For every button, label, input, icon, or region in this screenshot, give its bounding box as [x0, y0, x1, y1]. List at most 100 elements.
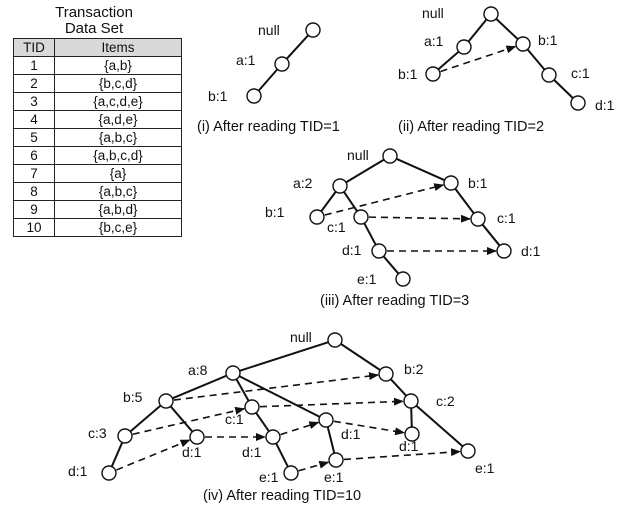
- tree-edge: [110, 442, 124, 467]
- tree-edge: [235, 378, 250, 402]
- tree-edge: [340, 343, 381, 371]
- tree-edge: [454, 188, 475, 214]
- tree-edge: [345, 158, 385, 184]
- node-label: a:1: [424, 33, 444, 49]
- diagram-caption: (iv) After reading TID=10: [203, 488, 361, 504]
- table-row: 8 {a,b,c}: [13, 182, 182, 201]
- node-link-arrow: [173, 372, 380, 401]
- tree-node: [541, 67, 557, 83]
- tree-node: [327, 332, 343, 348]
- node-label: e:1: [259, 469, 279, 485]
- node-label: c:1: [225, 411, 244, 427]
- tree-node: [353, 209, 369, 225]
- tree-edge: [526, 48, 546, 71]
- transaction-table: TID Items 1 {a,b} 2 {b,c,d} 3 {a,c,d,e} 4 {a…: [13, 38, 182, 237]
- items-cell: {a,b,c}: [54, 182, 182, 201]
- tree-edge: [257, 68, 279, 92]
- node-label: e:1: [357, 271, 377, 287]
- table-row: 3 {a,c,d,e}: [13, 92, 182, 111]
- node-label: b:1: [265, 204, 285, 220]
- tid-cell: 10: [13, 218, 55, 237]
- tree-node: [117, 428, 133, 444]
- tree-node: [309, 209, 325, 225]
- tree-edge: [326, 426, 336, 454]
- node-label: c:1: [327, 219, 346, 235]
- diagram-caption: (iii) After reading TID=3: [320, 293, 469, 309]
- node-label: d:1: [399, 438, 419, 454]
- node-label: d:1: [595, 97, 615, 113]
- tree-edge: [410, 407, 413, 428]
- tree-edge: [363, 222, 377, 246]
- node-link-arrow: [440, 45, 517, 73]
- node-label: d:1: [242, 444, 262, 460]
- node-label: c:1: [571, 65, 590, 81]
- node-label: null: [290, 329, 312, 345]
- tree-node: [158, 393, 174, 409]
- items-cell: {a,d,e}: [54, 110, 182, 129]
- tree-edge: [553, 79, 574, 99]
- tree-node: [483, 6, 499, 22]
- node-link-arrow: [116, 439, 191, 471]
- tree-edge: [239, 341, 329, 372]
- node-link-arrow: [259, 397, 405, 408]
- tree-node: [246, 88, 262, 104]
- tree-edge: [481, 223, 501, 247]
- node-label: e:1: [324, 469, 344, 485]
- tree-edge: [495, 18, 519, 40]
- tree-node: [189, 429, 205, 445]
- tree-edge: [169, 405, 194, 433]
- header-items: Items: [54, 38, 182, 57]
- tree-node: [283, 465, 299, 481]
- table-row: 2 {b,c,d}: [13, 74, 182, 93]
- fp-tree-4: null a:8 b:5 c:3 d:1 d:1 c:1 d:1 e:1 d:1 e:1 b:2 c:2…: [68, 329, 495, 504]
- tree-edge: [275, 442, 289, 468]
- node-link-arrow: [280, 421, 320, 436]
- node-label: d:1: [341, 426, 361, 442]
- tree-edge: [238, 375, 321, 418]
- tree-node: [328, 452, 344, 468]
- node-label: b:1: [468, 175, 488, 191]
- node-label: b:1: [538, 32, 558, 48]
- tree-node: [244, 399, 260, 415]
- tree-node: [395, 271, 411, 287]
- node-label: null: [422, 5, 444, 21]
- tree-node: [332, 178, 348, 194]
- tree-node: [456, 39, 472, 55]
- tree-node: [443, 175, 459, 191]
- tree-edge: [467, 18, 488, 43]
- node-label: a:1: [236, 52, 256, 68]
- node-link-arrow: [343, 448, 462, 461]
- node-link-arrow: [368, 214, 472, 223]
- tree-edge: [382, 255, 400, 275]
- node-label: d:1: [342, 242, 362, 258]
- tree-node: [225, 365, 241, 381]
- fp-tree-2: null a:1 b:1 b:1 c:1 d:1 (ii) After reading TI…: [398, 5, 615, 135]
- tree-edge: [320, 191, 337, 212]
- tree-node: [371, 243, 387, 259]
- node-label: a:8: [188, 362, 208, 378]
- tree-edge: [415, 404, 464, 448]
- node-label: b:5: [123, 389, 143, 405]
- table-title-line1: Transaction: [55, 4, 133, 21]
- tree-edge: [390, 378, 407, 397]
- tree-node: [460, 443, 476, 459]
- node-label: null: [258, 22, 280, 38]
- tree-node: [425, 66, 441, 82]
- fp-tree-3: null a:2 b:1 c:1 d:1 e:1 b:1 c:1 d:1 (iii) After …: [265, 147, 541, 309]
- items-cell: {a,c,d,e}: [54, 92, 182, 111]
- tree-node: [382, 148, 398, 164]
- tree-node: [101, 465, 117, 481]
- node-label: b:2: [404, 361, 424, 377]
- node-label: b:1: [208, 88, 228, 104]
- table-header-row: TID Items: [13, 38, 182, 57]
- node-link-arrow: [298, 460, 330, 472]
- table-row: 10 {b,c,e}: [13, 218, 182, 237]
- tree-node: [305, 22, 321, 38]
- tree-edge: [437, 50, 460, 71]
- node-label: c:1: [497, 210, 516, 226]
- node-label: d:1: [68, 463, 88, 479]
- tree-node: [403, 393, 419, 409]
- table-title-line2: Data Set: [64, 20, 124, 37]
